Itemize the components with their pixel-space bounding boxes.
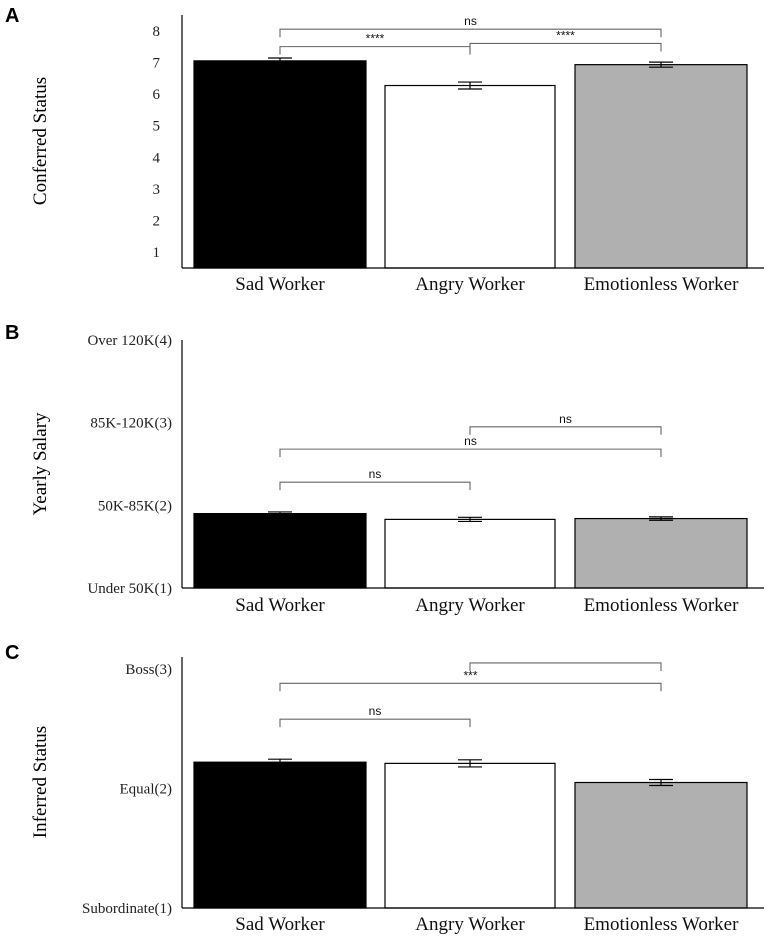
significance-label: **** (556, 28, 575, 42)
significance-bracket: **** (469, 28, 662, 52)
bar (384, 762, 556, 909)
significance-label: ns (559, 412, 572, 426)
chart-panel-a: A Conferred Status 1 2 3 4 5 6 7 8 Sad Worker Angry… (5, 5, 764, 295)
bracket-line (279, 682, 662, 692)
bracket-line (279, 46, 471, 55)
error-bar (458, 759, 482, 768)
error-bar (649, 61, 673, 68)
y-tick-label: Subordinate(1) (82, 901, 172, 917)
x-tick-label: Angry Worker (415, 914, 525, 935)
bar (574, 517, 748, 589)
y-tick-label: Under 50K(1) (87, 581, 172, 597)
y-tick-label: 4 (153, 150, 161, 166)
significance-bracket: ns (279, 14, 662, 38)
y-tick-label: 6 (153, 87, 161, 103)
y-tick-label: 50K-85K(2) (98, 498, 172, 514)
bar (193, 60, 367, 269)
significance-bracket: **** (279, 32, 471, 55)
significance-bracket: ns (279, 704, 471, 728)
y-tick-label: 1 (153, 245, 161, 261)
y-tick-label: 5 (153, 119, 161, 135)
bracket-line (279, 448, 662, 458)
bracket-line (469, 42, 662, 52)
y-tick-label: 85K-120K(3) (90, 416, 172, 432)
y-axis-label: Yearly Salary (30, 412, 51, 516)
x-tick-label: Sad Worker (235, 914, 325, 935)
error-bar (649, 516, 673, 521)
y-tick-label: Boss(3) (125, 662, 172, 678)
significance-label: ns (464, 434, 477, 448)
bracket-line (279, 481, 471, 491)
x-tick-label: Angry Worker (415, 274, 525, 295)
error-bar (268, 758, 292, 766)
panel-letter: A (5, 5, 19, 27)
significance-bracket: ns (279, 434, 662, 458)
significance-label: ns (369, 704, 382, 718)
bracket-line (469, 662, 662, 671)
bracket-line (469, 426, 662, 435)
y-tick-label: Equal(2) (120, 781, 172, 797)
y-tick-label: Over 120K(4) (87, 333, 172, 349)
y-axis-label: Conferred Status (30, 77, 51, 205)
bar (574, 64, 748, 269)
chart-panel-c: C Inferred Status Subordinate(1) Equal(2) Bo… (5, 642, 764, 935)
bar (574, 781, 748, 909)
bracket-line (279, 718, 471, 728)
error-bar (268, 57, 292, 65)
error-bar (458, 516, 482, 523)
y-axis-label: Inferred Status (30, 726, 51, 838)
y-tick-label: 7 (153, 55, 161, 71)
error-bar (458, 81, 482, 90)
significance-label: *** (463, 668, 477, 682)
significance-label: **** (366, 32, 385, 46)
bar (384, 84, 556, 269)
error-bar (649, 778, 673, 787)
x-tick-label: Emotionless Worker (584, 914, 740, 935)
y-tick-label: 3 (153, 182, 161, 198)
y-tick-label: 8 (153, 24, 161, 40)
x-tick-label: Sad Worker (235, 274, 325, 295)
panel-letter: B (5, 322, 19, 344)
x-tick-label: Emotionless Worker (584, 274, 740, 295)
y-tick-label: 2 (153, 214, 161, 230)
significance-bracket: *** (279, 668, 662, 692)
x-tick-label: Angry Worker (415, 595, 525, 616)
chart-panel-b: B Yearly Salary Under 50K(1) 50K-85K(2) 85K-… (5, 322, 764, 616)
significance-bracket: ns (279, 467, 471, 491)
significance-bracket: ns (469, 412, 662, 435)
bracket-line (279, 28, 662, 38)
panel-letter: C (5, 642, 19, 664)
significance-bracket (469, 662, 662, 671)
significance-label: ns (464, 14, 477, 28)
bar (384, 518, 556, 589)
x-tick-label: Sad Worker (235, 595, 325, 616)
error-bar (268, 511, 292, 516)
x-tick-label: Emotionless Worker (584, 595, 740, 616)
bar (193, 512, 367, 589)
significance-label: ns (369, 467, 382, 481)
bar (193, 761, 367, 909)
